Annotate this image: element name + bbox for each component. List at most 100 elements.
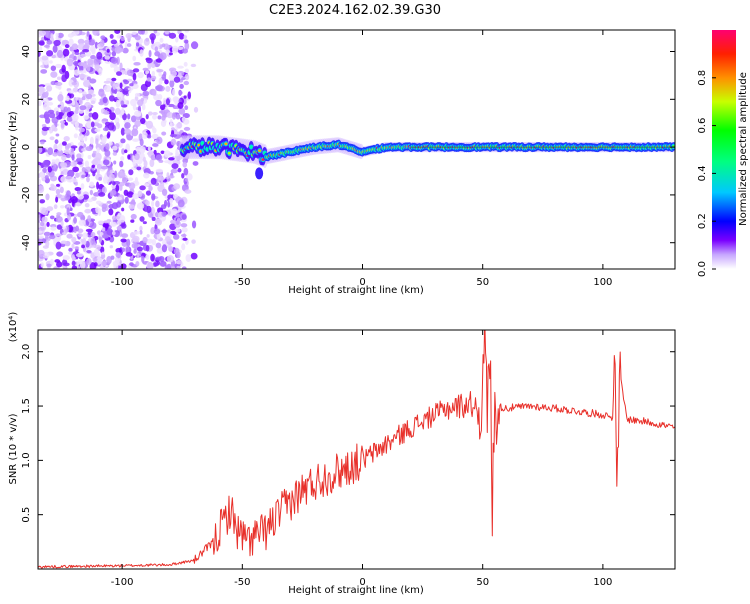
noise-speckle <box>70 195 78 204</box>
noise-speckle <box>100 35 106 40</box>
noise-speckle <box>124 128 132 135</box>
noise-speckle <box>158 176 165 181</box>
noise-speckle <box>61 64 66 73</box>
noise-speckle <box>173 183 181 190</box>
noise-speckle <box>132 68 140 73</box>
noise-speckle <box>136 166 142 171</box>
noise-speckle <box>131 31 137 35</box>
noise-speckle <box>102 96 108 104</box>
noise-speckle <box>41 216 48 223</box>
spectrogram-frame <box>37 29 676 270</box>
noise-speckle <box>146 77 152 82</box>
noise-speckle <box>121 247 126 253</box>
noise-speckle <box>126 43 132 48</box>
noise-speckle <box>100 165 109 170</box>
noise-speckle <box>98 88 104 92</box>
noise-speckle <box>181 243 186 251</box>
snr-y-exponent: (x10⁴) <box>8 312 19 343</box>
noise-speckle <box>181 116 186 123</box>
noise-speckle <box>153 30 158 34</box>
noise-speckle <box>65 95 70 102</box>
noise-speckle <box>158 77 163 85</box>
spectrogram-x-tick-label: 50 <box>476 277 489 288</box>
noise-speckle <box>179 83 184 89</box>
noise-speckle <box>87 155 92 160</box>
noise-speckle <box>176 218 181 222</box>
noise-speckle <box>46 206 54 212</box>
noise-speckle <box>91 152 97 158</box>
noise-speckle <box>135 260 140 267</box>
noise-speckle <box>180 223 188 228</box>
noise-speckle <box>185 178 189 182</box>
noise-speckle <box>149 159 155 168</box>
noise-speckle <box>120 156 125 161</box>
noise-speckle <box>145 120 154 129</box>
noise-speckle <box>84 135 88 142</box>
noise-speckle <box>153 149 157 155</box>
snr-x-tick-label: -100 <box>111 577 134 588</box>
noise-speckle <box>101 227 106 232</box>
noise-speckle <box>173 76 181 83</box>
noise-speckle <box>151 70 156 77</box>
noise-speckle <box>53 39 61 47</box>
noise-speckle <box>121 233 129 238</box>
noise-speckle <box>50 32 54 40</box>
snr-x-label: Height of straight line (km) <box>288 585 424 596</box>
noise-speckle <box>80 183 85 190</box>
noise-speckle <box>98 101 105 106</box>
noise-speckle <box>126 238 131 247</box>
noise-speckle <box>185 254 192 262</box>
noise-speckle <box>119 82 123 89</box>
noise-speckle <box>111 186 116 190</box>
noise-speckle <box>115 99 121 108</box>
noise-speckle <box>90 121 95 128</box>
noise-speckle <box>190 252 198 260</box>
noise-speckle <box>98 67 103 76</box>
noise-speckle <box>94 128 101 133</box>
noise-speckle <box>139 138 144 147</box>
noise-speckle <box>56 212 62 216</box>
noise-speckle <box>102 221 109 229</box>
noise-speckle <box>142 90 150 97</box>
noise-speckle <box>148 49 152 58</box>
noise-speckle <box>77 135 82 141</box>
noise-speckle <box>93 248 100 257</box>
noise-speckle <box>117 47 124 53</box>
noise-speckle <box>60 122 65 128</box>
noise-speckle <box>106 132 110 139</box>
noise-speckle <box>151 216 156 222</box>
noise-speckle <box>161 115 166 121</box>
spectrogram-heat-layer <box>38 30 675 269</box>
noise-speckle <box>81 166 86 173</box>
noise-speckle <box>117 212 122 217</box>
noise-speckle <box>73 55 77 61</box>
noise-speckle <box>192 161 199 166</box>
noise-speckle <box>90 244 96 248</box>
noise-speckle <box>85 240 90 248</box>
noise-speckle <box>49 234 56 240</box>
noise-speckle <box>38 235 44 240</box>
noise-speckle <box>81 91 87 95</box>
noise-speckle <box>184 189 192 194</box>
noise-speckle <box>106 255 112 265</box>
noise-speckle <box>180 77 186 81</box>
noise-speckle <box>66 207 70 216</box>
noise-speckle <box>139 216 145 222</box>
noise-speckle <box>157 94 163 100</box>
noise-speckle <box>116 71 122 76</box>
noise-speckle <box>119 171 126 179</box>
noise-speckle <box>95 152 102 161</box>
noise-speckle <box>119 184 123 191</box>
noise-speckle <box>96 181 100 190</box>
noise-speckle <box>92 209 96 215</box>
noise-speckle <box>60 205 65 209</box>
noise-speckle <box>114 107 121 115</box>
noise-speckle <box>55 183 61 187</box>
noise-speckle <box>130 213 137 220</box>
noise-speckle <box>71 236 77 243</box>
noise-speckle <box>95 138 99 145</box>
noise-speckle <box>89 189 94 196</box>
noise-speckle <box>109 245 114 249</box>
noise-speckle <box>170 127 175 131</box>
